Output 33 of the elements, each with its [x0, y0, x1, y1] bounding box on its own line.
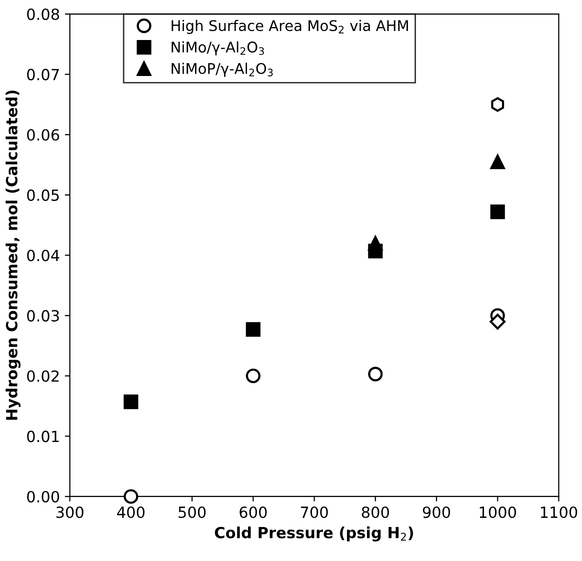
y-tick-label: 0.05: [27, 189, 59, 201]
legend-label: NiMo/γ-Al$_{2}$O$_{3}$: [172, 41, 264, 56]
y-axis-title: Hydrogen Consumed, mol (Calculated): [6, 90, 21, 420]
x-axis-title: Cold Pressure (psig H$_{2}$): [214, 526, 414, 542]
y-tick-label: 0.03: [27, 310, 59, 322]
x-tick-label: 800: [362, 506, 389, 518]
point: [490, 204, 505, 220]
x-tick-label: 900: [422, 506, 450, 518]
point: [124, 489, 138, 504]
point: [246, 368, 260, 384]
x-tick-label: 500: [178, 506, 206, 518]
legend-label: High Surface Area MoS$_{2}$ via AHM: [172, 20, 408, 34]
point: [491, 97, 504, 112]
point: [124, 394, 138, 410]
point: [368, 366, 383, 382]
point: [490, 314, 506, 330]
x-tick-label: 300: [56, 506, 84, 518]
point: [368, 236, 383, 250]
x-tick-label: 700: [300, 506, 328, 518]
y-tick-label: 0.04: [27, 250, 60, 262]
y-tick-label: 0.07: [27, 68, 59, 80]
point: [246, 322, 260, 337]
legend-label: NiMoP/γ-Al$_{2}$O$_{3}$: [172, 62, 273, 77]
y-tick-label: 0.06: [27, 129, 60, 141]
x-tick-label: 400: [117, 506, 145, 518]
y-tick-label: 0.02: [27, 370, 59, 382]
y-tick-label: 0.08: [27, 8, 60, 20]
point: [490, 154, 505, 170]
y-tick-label: 0.01: [27, 430, 59, 442]
x-tick-label: 600: [240, 506, 267, 518]
x-tick-label: 1100: [540, 506, 578, 518]
y-tick-label: 0.00: [27, 490, 60, 503]
x-tick-label: 1000: [480, 506, 516, 518]
